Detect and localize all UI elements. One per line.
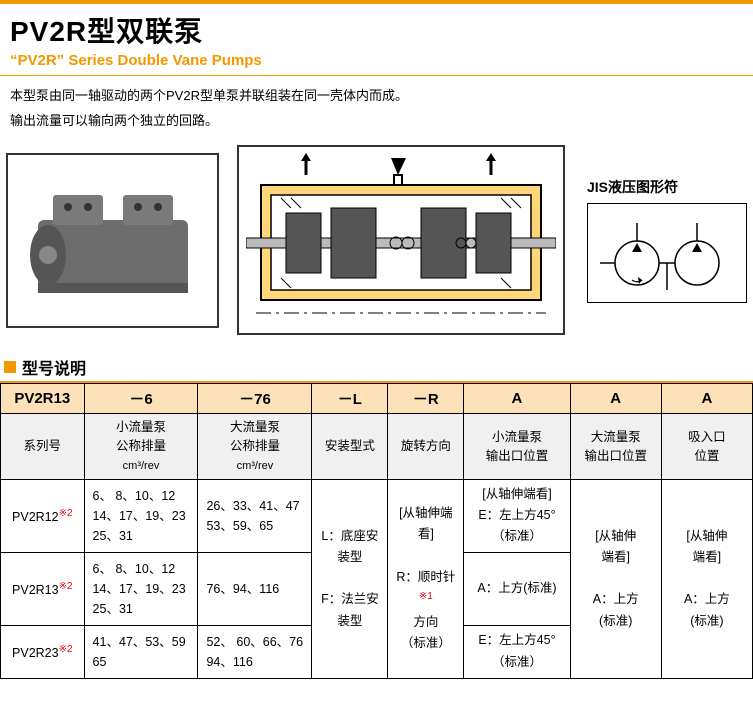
out2-cell: [从轴伸 端看] A：上方 (标准) (570, 479, 661, 678)
table-header-cell: －6 (84, 384, 198, 414)
jis-label: JIS液压图形符 (583, 177, 747, 197)
small-disp-cell: 6、 8、10、1214、17、19、2325、31 (84, 479, 198, 552)
large-disp-cell: 26、33、41、4753、59、65 (198, 479, 312, 552)
cross-section-svg (246, 153, 556, 328)
jis-svg (592, 208, 742, 298)
table-header-cell: A (464, 384, 570, 414)
figure-row: JIS液压图形符 (0, 133, 753, 345)
table-row: PV2R12※2 6、 8、10、1214、17、19、2325、31 26、3… (1, 479, 753, 552)
cross-section-diagram (237, 145, 565, 335)
page-title: PV2R型双联泵 (10, 10, 743, 50)
description-line: 输出流量可以输向两个独立的回路。 (10, 109, 743, 134)
out1-cell: E：左上方45°（标准） (464, 625, 570, 678)
table-header-cell: PV2R13 (1, 384, 85, 414)
description-line: 本型泵由同一轴驱动的两个PV2R型单泵并联组装在同一壳体内而成。 (10, 84, 743, 109)
table-header-cell: A (570, 384, 661, 414)
pump-photo (6, 153, 219, 328)
model-spec-table: PV2R13 －6 －76 －L －R A A A 系列号 小流量泵 公称排量 … (0, 383, 753, 678)
section-title: 型号说明 (22, 355, 86, 379)
table-header-cell: 吸入口 位置 (661, 414, 752, 479)
large-disp-cell: 76、94、116 (198, 552, 312, 625)
description-block: 本型泵由同一轴驱动的两个PV2R型单泵并联组装在同一壳体内而成。 输出流量可以输… (0, 84, 753, 133)
section-header: 型号说明 (0, 355, 753, 383)
mount-cell: L：底座安 装型 F：法兰安 装型 (312, 479, 388, 678)
table-header-cell: 大流量泵 输出口位置 (570, 414, 661, 479)
rotation-cell: [从轴伸端看] R：顺时针※1 方向 （标准） (388, 479, 464, 678)
large-disp-cell: 52、 60、66、7694、116 (198, 625, 312, 678)
table-header-cell: －76 (198, 384, 312, 414)
table-header-row-codes: PV2R13 －6 －76 －L －R A A A (1, 384, 753, 414)
series-cell: PV2R12※2 (1, 479, 85, 552)
title-divider (0, 75, 753, 76)
out1-cell: A：上方(标准) (464, 552, 570, 625)
table-header-cell: A (661, 384, 752, 414)
jis-symbol-block: JIS液压图形符 (583, 177, 747, 303)
table-header-cell: 系列号 (1, 414, 85, 479)
small-disp-cell: 6、 8、10、1214、17、19、2325、31 (84, 552, 198, 625)
series-cell: PV2R13※2 (1, 552, 85, 625)
table-header-cell: －L (312, 384, 388, 414)
small-disp-cell: 41、47、53、5965 (84, 625, 198, 678)
section-bullet-icon (4, 361, 16, 373)
pump-photo-svg (18, 165, 208, 315)
table-header-row-labels: 系列号 小流量泵 公称排量 cm³/rev 大流量泵 公称排量 cm³/rev … (1, 414, 753, 479)
jis-symbol (587, 203, 747, 303)
table-header-cell: 安装型式 (312, 414, 388, 479)
table-header-cell: 大流量泵 公称排量 cm³/rev (198, 414, 312, 479)
title-block: PV2R型双联泵 “PV2R” Series Double Vane Pumps (0, 4, 753, 69)
table-header-cell: 小流量泵 输出口位置 (464, 414, 570, 479)
out1-cell: [从轴伸端看]E：左上方45°（标准） (464, 479, 570, 552)
table-header-cell: －R (388, 384, 464, 414)
page-subtitle: “PV2R” Series Double Vane Pumps (10, 52, 743, 69)
inlet-cell: [从轴伸 端看] A：上方 (标准) (661, 479, 752, 678)
table-header-cell: 旋转方向 (388, 414, 464, 479)
series-cell: PV2R23※2 (1, 625, 85, 678)
table-header-cell: 小流量泵 公称排量 cm³/rev (84, 414, 198, 479)
